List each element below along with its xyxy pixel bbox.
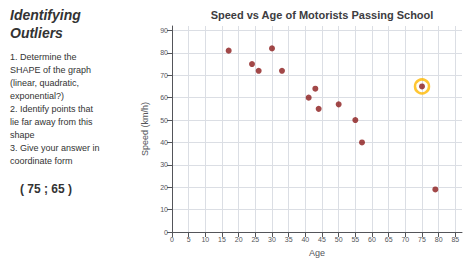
svg-text:85: 85: [451, 236, 459, 243]
svg-text:75: 75: [418, 236, 426, 243]
svg-text:80: 80: [160, 49, 168, 56]
svg-text:50: 50: [160, 117, 168, 124]
svg-text:60: 60: [160, 94, 168, 101]
svg-text:30: 30: [160, 161, 168, 168]
svg-text:55: 55: [351, 236, 359, 243]
svg-text:0: 0: [170, 236, 174, 243]
svg-text:3. Give your answer in: 3. Give your answer in: [10, 143, 100, 153]
svg-text:80: 80: [435, 236, 443, 243]
svg-text:Outliers: Outliers: [10, 25, 63, 41]
svg-text:Speed vs Age of Motorists Pass: Speed vs Age of Motorists Passing School: [211, 9, 434, 21]
svg-text:65: 65: [385, 236, 393, 243]
svg-text:70: 70: [160, 72, 168, 79]
svg-text:40: 40: [301, 236, 309, 243]
svg-text:45: 45: [318, 236, 326, 243]
svg-text:15: 15: [218, 236, 226, 243]
svg-text:2. Identify points that: 2. Identify points that: [10, 104, 94, 114]
svg-text:shape: shape: [10, 130, 35, 140]
svg-text:coordinate form: coordinate form: [10, 156, 73, 166]
svg-text:90: 90: [160, 27, 168, 34]
svg-text:40: 40: [160, 139, 168, 146]
svg-text:10: 10: [201, 236, 209, 243]
svg-text:( 75 ; 65 ): ( 75 ; 65 ): [20, 182, 72, 196]
svg-text:Identifying: Identifying: [10, 7, 81, 23]
svg-text:20: 20: [160, 184, 168, 191]
svg-text:SHAPE of the graph: SHAPE of the graph: [10, 65, 91, 75]
svg-text:10: 10: [160, 206, 168, 213]
svg-text:50: 50: [335, 236, 343, 243]
svg-text:25: 25: [251, 236, 259, 243]
svg-text:35: 35: [285, 236, 293, 243]
svg-text:0: 0: [164, 229, 168, 236]
svg-text:5: 5: [187, 236, 191, 243]
svg-text:(linear, quadratic,: (linear, quadratic,: [10, 78, 79, 88]
svg-text:30: 30: [268, 236, 276, 243]
svg-text:Speed (km/h): Speed (km/h): [140, 102, 150, 156]
svg-text:60: 60: [368, 236, 376, 243]
svg-text:Age: Age: [309, 248, 325, 258]
svg-text:1. Determine the: 1. Determine the: [10, 52, 77, 62]
svg-text:exponential?): exponential?): [10, 91, 64, 101]
svg-text:lie far away from this: lie far away from this: [10, 117, 93, 127]
svg-text:70: 70: [401, 236, 409, 243]
svg-text:20: 20: [235, 236, 243, 243]
